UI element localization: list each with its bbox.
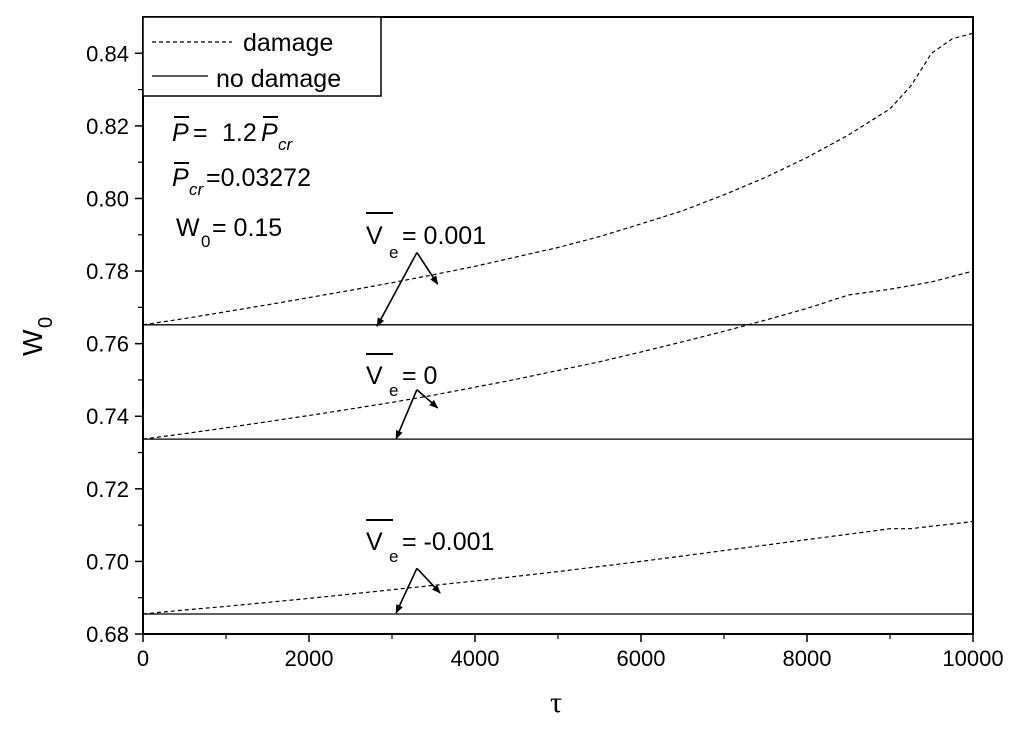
param-pcr-symbol: P: [172, 164, 189, 192]
legend-box: [142, 16, 382, 97]
param-w0-symbol: W: [176, 214, 200, 242]
x-tick-label-2: 4000: [451, 646, 500, 671]
annotation-arrow-4-1: [395, 567, 418, 614]
x-tick-label-4: 8000: [783, 646, 832, 671]
x-tick-label-0: 0: [137, 646, 149, 671]
y-tick-label-5: 0.78: [86, 259, 129, 284]
ve-neg-symbol: V: [366, 528, 383, 556]
y-tick-label-8: 0.84: [86, 41, 129, 66]
param-w0-value: = 0.15: [212, 214, 282, 242]
param-pcr-line: P cr =0.03272: [172, 162, 311, 199]
annotation-arrow-4-0: [416, 567, 441, 594]
param-p-coef: 1.2: [222, 119, 257, 147]
series-label-ve-zero: V e = 0: [366, 353, 437, 400]
y-tick-label-0: 0.68: [86, 622, 129, 647]
x-axis-title: τ: [550, 686, 562, 719]
series-label-ve-neg: V e = -0.001: [366, 519, 494, 566]
annotation-arrow-2-1: [395, 389, 418, 440]
parameter-block: P = 1.2 P cr P cr =0.03272 W 0 = 0.15: [172, 116, 311, 251]
param-p-symbol2: P: [261, 119, 278, 147]
x-tick-label-1: 2000: [285, 646, 334, 671]
param-w0-sub: 0: [201, 232, 210, 251]
annotation-arrow-2-0: [416, 389, 439, 409]
series-line-2-dashed: [142, 270, 974, 440]
param-w0-line: W 0 = 0.15: [176, 214, 282, 251]
y-tick-label-4: 0.76: [86, 332, 129, 357]
legend-label-damage: damage: [243, 29, 333, 57]
y-axis-title-main: W: [17, 329, 48, 356]
annotation-arrow-0-1: [376, 252, 418, 328]
series-line-4-dashed: [142, 520, 974, 615]
y-tick-label-7: 0.82: [86, 114, 129, 139]
y-axis-title: W 0: [17, 317, 57, 356]
param-p-line: P = 1.2 P cr: [172, 116, 294, 154]
axis-ticks: 0 2000 4000 6000 8000 10000 0.68 0.70 0.72 0.74 0.…: [86, 41, 1003, 671]
legend-label-no-damage: no damage: [216, 65, 341, 93]
y-tick-label-6: 0.80: [86, 186, 129, 211]
series-layer: [142, 32, 974, 615]
annotation-arrows: [376, 252, 441, 614]
param-p-symbol: P: [172, 119, 189, 147]
ve-pos-symbol: V: [366, 222, 383, 250]
legend: damage no damage: [142, 16, 382, 97]
ve-pos-sub: e: [389, 243, 398, 262]
param-pcr-sub: cr: [189, 180, 205, 199]
y-tick-label-3: 0.74: [86, 404, 129, 429]
ve-neg-sub: e: [389, 547, 398, 566]
series-line-0-dashed: [142, 32, 974, 326]
param-p-eq: =: [193, 119, 208, 147]
ve-neg-value: = -0.001: [402, 528, 494, 556]
y-tick-label-1: 0.70: [86, 549, 129, 574]
x-tick-label-5: 10000: [942, 646, 1003, 671]
ve-zero-symbol: V: [366, 362, 383, 390]
ve-zero-value: = 0: [402, 362, 437, 390]
ve-pos-value: = 0.001: [402, 222, 486, 250]
ve-zero-sub: e: [389, 381, 398, 400]
series-label-ve-pos: V e = 0.001: [366, 212, 486, 262]
y-tick-label-2: 0.72: [86, 477, 129, 502]
plot-frame: [142, 16, 974, 635]
annotation-arrow-0-0: [416, 252, 439, 285]
param-pcr-value: =0.03272: [206, 164, 311, 192]
x-tick-label-3: 6000: [617, 646, 666, 671]
y-axis-title-sub: 0: [35, 317, 57, 328]
param-p-sub2: cr: [278, 135, 294, 154]
